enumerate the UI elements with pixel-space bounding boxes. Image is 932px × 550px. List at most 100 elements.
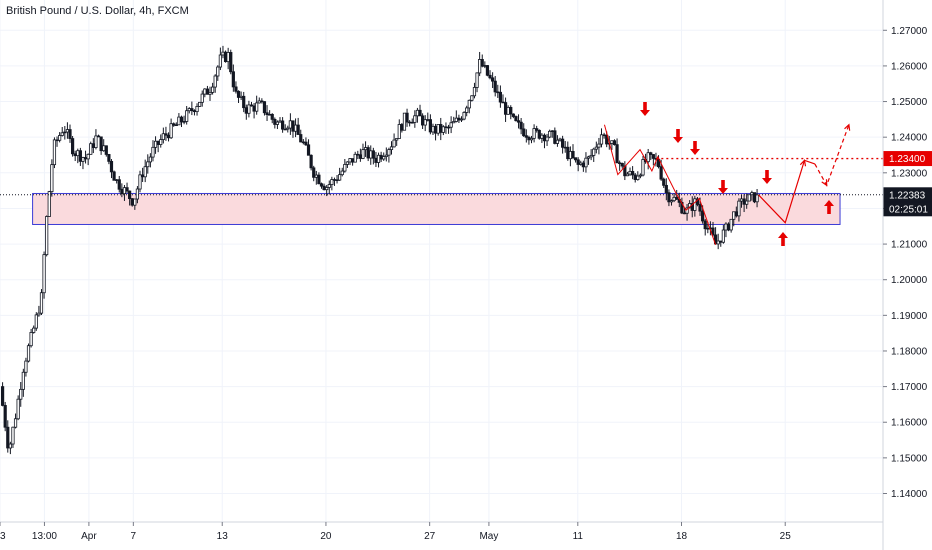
candle-down (104, 145, 108, 155)
candle-down (273, 118, 277, 125)
candle-up (283, 128, 287, 131)
countdown-tag-bg (883, 201, 932, 217)
candle-up (721, 229, 725, 243)
candle-up (327, 184, 331, 188)
candle-up (586, 156, 591, 159)
candle-up (672, 196, 676, 202)
candle-up (247, 104, 251, 114)
chart-title: British Pound / U.S. Dollar, 4h, FXCM (6, 5, 189, 17)
candle-down (281, 120, 285, 130)
candle-up (275, 121, 280, 125)
candle-down (306, 144, 311, 156)
y-tick-label: 1.24000 (891, 133, 928, 144)
candle-up (32, 327, 36, 333)
x-tick-label: 7 (131, 531, 137, 542)
candle-down (511, 113, 515, 117)
candle-up (50, 164, 54, 193)
down-arrow-icon (690, 141, 700, 155)
candle-up (724, 223, 728, 231)
candle-up (426, 119, 430, 121)
candle-up (213, 75, 217, 88)
level-tag: 1.23400 (889, 154, 926, 165)
candle-up (597, 143, 601, 148)
candle-down (309, 154, 313, 169)
candle-up (257, 100, 261, 104)
candle-up (239, 95, 243, 98)
candle-up (52, 139, 57, 166)
candle-down (457, 117, 461, 121)
up-arrow-icon (778, 232, 788, 246)
candle-up (589, 154, 593, 158)
candle-up (221, 51, 225, 56)
projection-arrowhead (799, 159, 807, 167)
candle-up (415, 109, 420, 117)
candle-up (745, 200, 749, 205)
candle-down (166, 134, 171, 139)
candle-up (389, 146, 394, 150)
candle-down (249, 104, 254, 107)
candle-up (153, 140, 158, 148)
candle-up (452, 121, 456, 124)
candle-down (358, 154, 362, 159)
candle-up (436, 124, 440, 134)
candle-up (716, 240, 720, 245)
candle-down (421, 115, 425, 126)
candle-up (402, 112, 407, 131)
down-arrow-icon (673, 129, 683, 143)
candle-down (78, 150, 82, 162)
down-arrow-icon (718, 180, 728, 194)
candle-up (208, 91, 212, 95)
candle-up (63, 131, 67, 134)
candle-up (706, 227, 710, 230)
candle-up (413, 115, 417, 123)
x-tick-label: May (479, 531, 498, 542)
projection-path (758, 159, 816, 224)
last-price-tag: 1.22383 (889, 190, 926, 201)
candle-up (610, 140, 614, 144)
candle-down (260, 100, 264, 103)
candle-down (553, 130, 557, 144)
candle-up (200, 93, 204, 103)
candle-down (270, 113, 274, 120)
candle-up (625, 173, 630, 177)
candle-down (190, 108, 194, 112)
candle-up (592, 148, 596, 156)
candle-down (205, 88, 210, 95)
candle-down (265, 112, 269, 115)
candle-down (366, 147, 370, 159)
candle-down (519, 121, 523, 130)
candle-up (361, 149, 365, 159)
candle-up (584, 157, 588, 168)
candle-down (335, 179, 339, 182)
candle-up (169, 123, 173, 139)
candle-up (446, 126, 451, 129)
candle-up (638, 174, 642, 177)
candle-down (301, 141, 305, 144)
candle-down (576, 159, 580, 165)
candle-up (16, 398, 20, 420)
candle-up (195, 106, 199, 113)
candle-down (332, 179, 337, 181)
candle-up (34, 314, 38, 329)
candle-down (312, 167, 316, 178)
time-axis[interactable]: 23 13:00 Apr 7 13 20 27 May 11 18 25 (0, 522, 791, 542)
candle-up (340, 170, 344, 176)
candle-up (226, 52, 230, 63)
candle-down (618, 162, 622, 165)
candle-up (330, 179, 334, 185)
candle-down (698, 204, 702, 212)
candle-up (348, 158, 352, 163)
annotation-layer (0, 102, 883, 246)
candle-up (11, 426, 15, 445)
y-tick-label: 1.20000 (891, 275, 928, 286)
candle-up (218, 54, 222, 68)
y-tick-label: 1.16000 (891, 418, 928, 429)
candle-up (739, 198, 744, 202)
candle-up (138, 174, 142, 190)
candle-up (146, 161, 150, 168)
x-tick-label: 11 (573, 531, 584, 542)
y-tick-label: 1.19000 (891, 311, 928, 322)
candle-up (24, 360, 28, 373)
candle-up (548, 130, 552, 138)
